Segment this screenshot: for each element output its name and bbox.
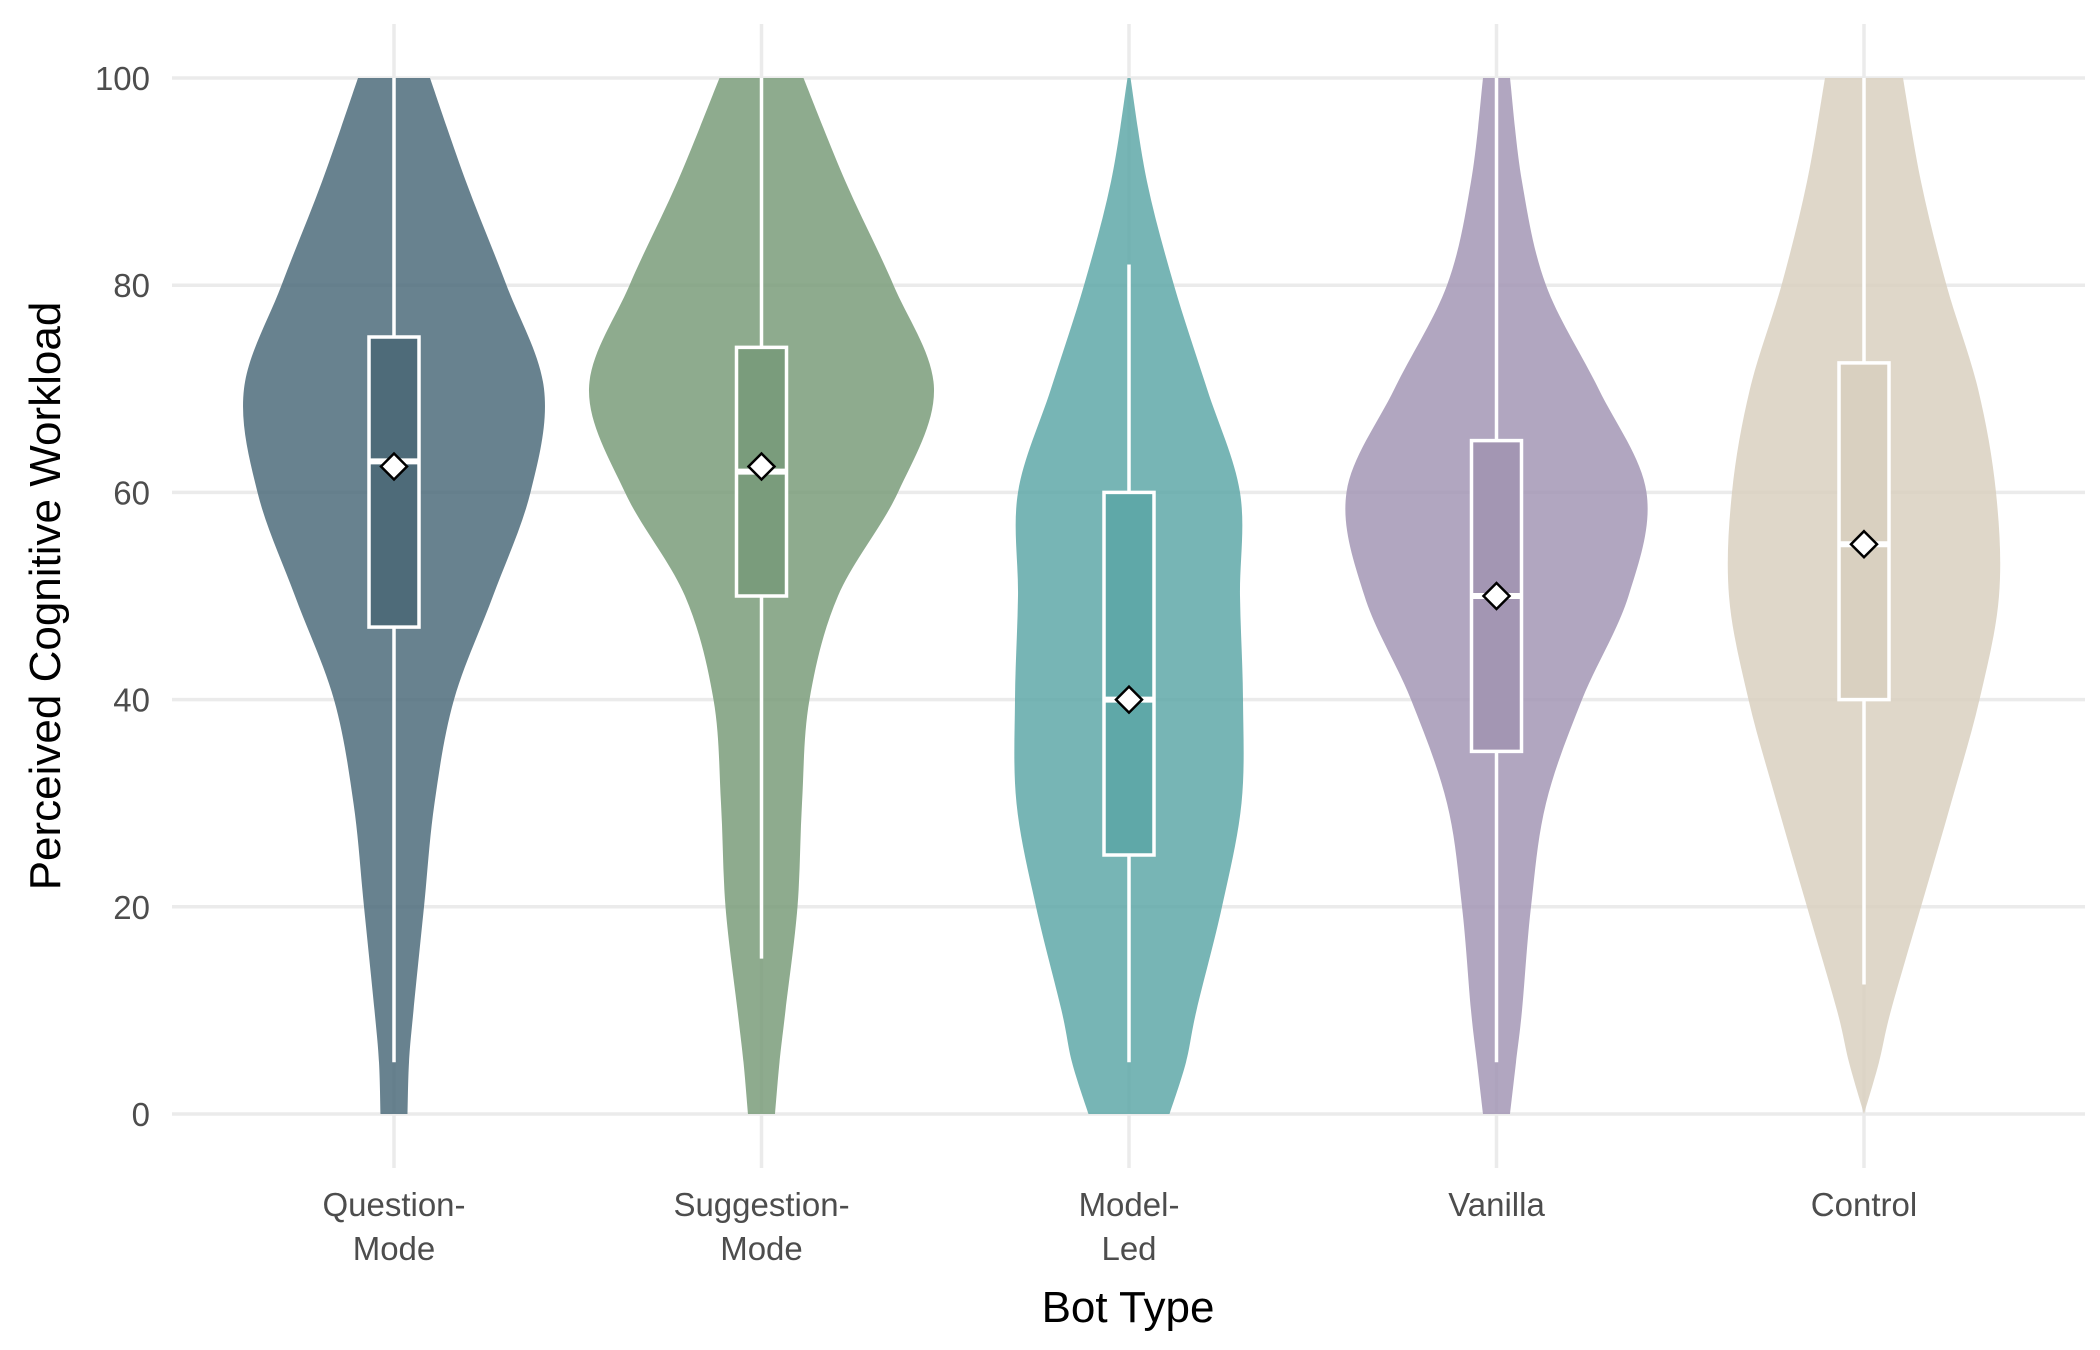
y-tick-label: 60 xyxy=(113,474,150,511)
mean-marker xyxy=(1114,684,1144,715)
y-tick-label: 100 xyxy=(95,60,150,97)
mean-marker xyxy=(379,451,409,482)
x-tick-label: Suggestion- xyxy=(673,1186,849,1223)
y-tick-label: 80 xyxy=(113,267,150,304)
x-axis-title: Bot Type xyxy=(1042,1283,1215,1332)
x-tick-label: Led xyxy=(1101,1230,1156,1267)
box-iqr xyxy=(1102,490,1156,857)
x-tick-label: Vanilla xyxy=(1448,1186,1545,1223)
x-tick-label: Mode xyxy=(720,1230,803,1267)
mean-marker xyxy=(1481,581,1512,611)
box-iqr xyxy=(367,335,421,629)
mean-marker xyxy=(746,451,777,482)
x-tick-label: Question- xyxy=(322,1186,465,1223)
x-tick-labels: Question- Mode Suggestion- Mode Model- Led Van… xyxy=(322,1186,1917,1267)
y-tick-label: 40 xyxy=(113,682,150,719)
mean-marker xyxy=(1849,529,1879,559)
y-tick-label: 20 xyxy=(113,889,150,926)
x-tick-label: Control xyxy=(1811,1186,1917,1223)
x-tick-label: Model- xyxy=(1079,1186,1180,1223)
y-tick-label: 0 xyxy=(132,1096,150,1133)
boxplots xyxy=(367,78,1891,1063)
y-tick-labels: 0 20 40 60 80 100 xyxy=(95,60,150,1133)
x-tick-label: Mode xyxy=(353,1230,436,1267)
y-axis-title: Perceived Cognitive Workload xyxy=(21,302,70,891)
